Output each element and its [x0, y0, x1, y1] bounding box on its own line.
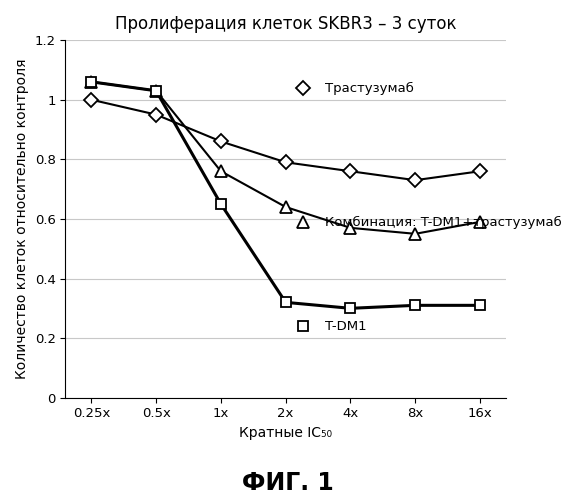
Y-axis label: Количество клеток относительно контроля: Количество клеток относительно контроля — [15, 58, 29, 379]
Title: Пролиферация клеток SKBR3 – 3 суток: Пролиферация клеток SKBR3 – 3 суток — [115, 15, 457, 33]
Text: Трастузумаб: Трастузумаб — [325, 82, 414, 95]
Text: Комбинация: T-DM1+трастузумаб: Комбинация: T-DM1+трастузумаб — [325, 216, 562, 229]
Text: ФИГ. 1: ФИГ. 1 — [242, 470, 334, 494]
X-axis label: Кратные IC₅₀: Кратные IC₅₀ — [239, 426, 332, 440]
Text: T-DM1: T-DM1 — [325, 320, 367, 332]
